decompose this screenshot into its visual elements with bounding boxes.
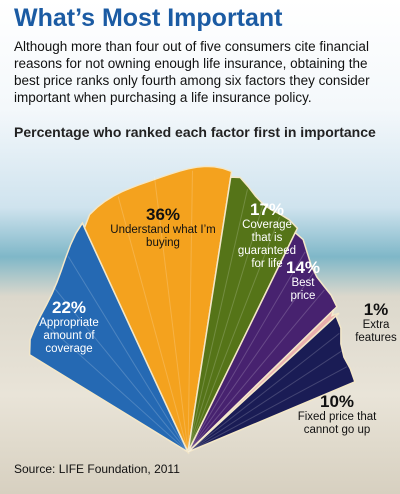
subtitle: Although more than four out of five cons…	[14, 39, 370, 105]
category-label: Best price	[290, 277, 316, 302]
data-label: 10% Fixed price that cannot go up	[282, 392, 392, 437]
data-label: 22% Appropriate amount of coverage	[28, 298, 110, 356]
chart-heading: Percentage who ranked each factor first …	[14, 124, 376, 140]
value-label: 14%	[285, 258, 321, 277]
data-label: 36% Understand what I’m buying	[108, 205, 218, 250]
value-label: 10%	[319, 392, 355, 411]
shell-rib	[187, 269, 316, 453]
shell-segment	[187, 314, 356, 453]
shell-rib	[52, 286, 189, 453]
shell-segment	[187, 176, 299, 453]
shell-rib	[187, 189, 248, 453]
data-label: 17% Coverage that is guaranteed for life	[232, 200, 302, 271]
value-label: 1%	[363, 300, 389, 319]
shell-rib	[187, 170, 193, 453]
shell-rib	[187, 349, 344, 453]
shell-rib	[187, 289, 325, 453]
shell-segment	[187, 231, 338, 453]
data-label: 1% Extra features	[352, 300, 400, 345]
value-label: 36%	[145, 205, 181, 224]
shell-rib	[187, 366, 348, 453]
shell-rib	[117, 196, 189, 453]
shell-rib	[187, 201, 265, 453]
category-label: Appropriate amount of coverage	[39, 317, 99, 355]
shell-rib	[67, 256, 189, 453]
shell-rib	[187, 312, 334, 453]
source: Source: LIFE Foundation, 2011	[14, 462, 180, 476]
shell-rib	[187, 251, 306, 453]
category-label: Coverage that is guaranteed for life	[237, 219, 297, 270]
data-label: 14% Best price	[282, 258, 324, 303]
shell-rib	[187, 332, 340, 453]
shell-segment	[83, 165, 233, 455]
category-label: Understand what I’m buying	[110, 224, 216, 249]
shell-rib	[187, 216, 281, 453]
category-label: Fixed price that cannot go up	[297, 411, 377, 436]
value-label: 22%	[51, 298, 87, 317]
shell-segment	[28, 221, 190, 454]
chart-title: What’s Most Important	[14, 4, 283, 32]
shell-rib	[40, 319, 189, 453]
value-label: 17%	[249, 200, 285, 219]
shell-rib	[153, 176, 189, 453]
category-label: Extra features	[355, 319, 397, 344]
